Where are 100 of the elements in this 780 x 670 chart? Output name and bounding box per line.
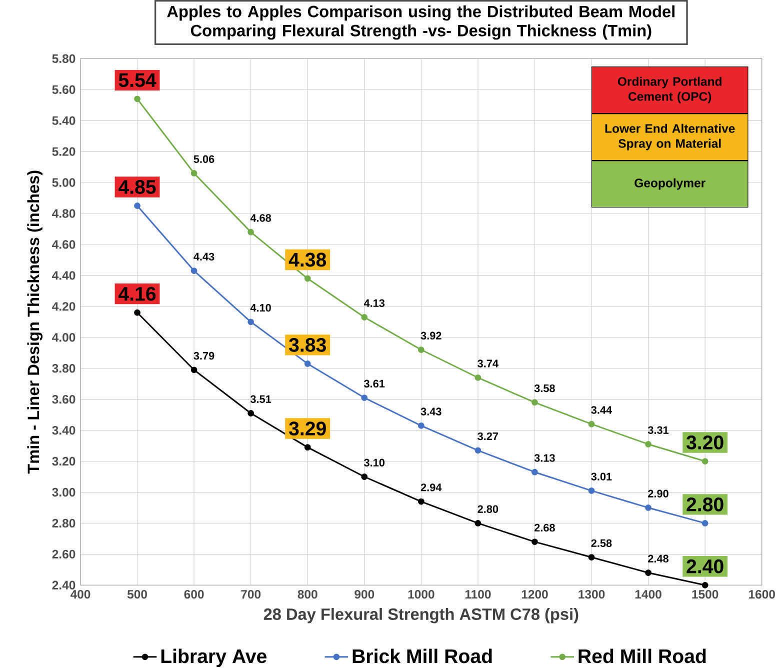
data-label: 2.80 <box>686 497 724 512</box>
data-label: 4.38 <box>288 252 326 266</box>
y-tick-label: 4.40 <box>52 270 76 280</box>
point <box>588 487 595 494</box>
point <box>134 309 140 316</box>
data-label: 2.40 <box>686 559 724 574</box>
point <box>702 582 708 588</box>
point <box>474 374 482 381</box>
data-label: 2.68 <box>534 524 555 532</box>
point <box>474 520 482 526</box>
x-tick-label: 1300 <box>578 590 605 598</box>
x-tick-label: 1600 <box>748 590 775 598</box>
y-tick-label: 3.60 <box>52 394 76 404</box>
y-tick-label: 5.00 <box>52 178 76 187</box>
legend-label: Red Mill Road <box>578 648 706 663</box>
data-label: 3.92 <box>420 332 442 340</box>
data-label: 2.48 <box>648 554 668 562</box>
data-label: 2.90 <box>648 490 668 498</box>
data-label: 3.79 <box>194 352 214 360</box>
legend-label: Brick Mill Road <box>352 648 492 663</box>
data-label: 4.85 <box>118 180 156 194</box>
data-label: 2.58 <box>591 539 612 547</box>
x-axis-title: 28 Day Flexural Strength ASTM C78 (psi) <box>264 608 578 624</box>
point <box>134 202 140 209</box>
point <box>190 366 198 373</box>
annotation: Lower End Alternative Spray on Material <box>605 124 735 150</box>
data-label: 3.10 <box>364 458 384 466</box>
annotation: Geopolymer <box>634 178 706 190</box>
x-tick-label: 1000 <box>408 590 434 598</box>
x-tick-label: 700 <box>241 590 261 598</box>
x-tick-label: 800 <box>298 590 318 598</box>
data-label: 3.74 <box>478 359 498 368</box>
data-label: 3.01 <box>591 472 612 480</box>
point <box>248 228 254 236</box>
point <box>248 318 254 325</box>
x-tick-label: 900 <box>354 590 374 598</box>
point <box>588 420 595 428</box>
point <box>304 444 311 450</box>
data-label: 2.80 <box>478 505 498 513</box>
y-tick-label: 4.20 <box>52 302 76 311</box>
point <box>361 314 368 320</box>
point <box>532 538 538 545</box>
data-label: 5.06 <box>194 155 214 163</box>
y-tick-label: 5.80 <box>52 54 76 63</box>
x-tick-label: 1100 <box>465 590 491 598</box>
y-tick-label: 4.60 <box>52 240 76 249</box>
x-tick-label: 1400 <box>635 590 662 598</box>
y-tick-label: 2.60 <box>52 550 76 558</box>
y-tick-label: 2.80 <box>52 518 76 528</box>
point <box>645 569 652 576</box>
x-tick-label: 500 <box>127 590 147 598</box>
data-label: 3.51 <box>250 395 272 403</box>
chart-title: Apples to Apples Comparison using the Distributed Beam Model Comparing Flexural Strength -vs- Design Thickness (Tmin) <box>167 5 674 40</box>
data-label: 4.16 <box>118 286 156 301</box>
y-tick-label: 5.60 <box>52 85 76 94</box>
y-tick-label: 5.40 <box>52 116 76 125</box>
y-tick-label: 2.40 <box>52 580 76 590</box>
point <box>702 520 708 526</box>
data-label: 3.29 <box>288 421 326 436</box>
point <box>645 440 652 448</box>
y-tick-label: 3.80 <box>52 364 76 372</box>
y-tick-label: 4.00 <box>52 332 76 342</box>
data-label: 3.43 <box>420 407 442 416</box>
y-tick-label: 3.00 <box>52 488 76 496</box>
x-tick-label: 600 <box>184 590 204 598</box>
data-label: 3.20 <box>686 435 724 450</box>
point <box>190 267 198 274</box>
x-tick-label: 1200 <box>522 590 548 598</box>
point <box>418 498 424 505</box>
annotation: Ordinary Portland Cement (OPC) <box>618 76 722 104</box>
x-tick-label: 1500 <box>692 590 718 598</box>
point <box>588 554 595 560</box>
point <box>190 170 198 176</box>
point <box>134 95 140 102</box>
data-label: 3.58 <box>534 384 555 392</box>
y-tick-label: 5.20 <box>52 146 76 156</box>
data-label: 3.44 <box>591 406 612 414</box>
data-label: 4.68 <box>250 214 272 222</box>
point <box>304 275 311 282</box>
point <box>361 473 368 480</box>
data-label: 4.13 <box>364 299 385 307</box>
point <box>532 468 538 476</box>
data-label: 5.54 <box>118 73 156 87</box>
data-label: 3.61 <box>364 380 385 388</box>
point <box>645 504 652 511</box>
data-label: 3.31 <box>648 426 669 434</box>
data-label: 4.10 <box>250 304 271 312</box>
y-axis-title: Tmin - Liner Design Thickness (inches) <box>27 170 43 474</box>
data-label: 3.13 <box>534 454 555 462</box>
y-tick-label: 4.80 <box>52 208 76 218</box>
data-label: 3.83 <box>288 338 326 352</box>
point <box>248 410 254 416</box>
data-label: 4.43 <box>194 252 214 260</box>
point <box>361 394 368 401</box>
data-label: 2.94 <box>420 483 442 492</box>
point <box>418 422 424 429</box>
point <box>304 360 311 367</box>
point <box>532 398 538 406</box>
y-tick-label: 3.20 <box>52 456 76 466</box>
y-tick-label: 3.40 <box>52 426 76 434</box>
